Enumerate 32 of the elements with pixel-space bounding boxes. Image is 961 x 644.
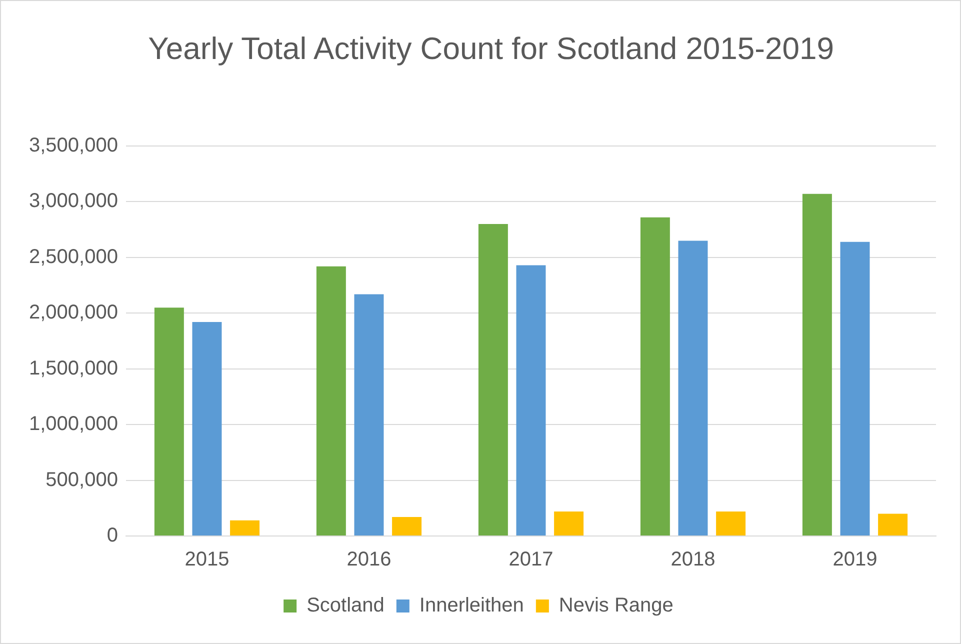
y-tick-label: 1,500,000 [28, 357, 118, 380]
x-tick-label: 2018 [670, 548, 716, 571]
bar [516, 265, 546, 536]
y-tick-label: 3,000,000 [28, 190, 118, 212]
bar [840, 242, 870, 536]
y-tick-label: 3,500,000 [28, 134, 118, 157]
bar [678, 240, 708, 536]
bar [554, 511, 584, 536]
bar [392, 517, 422, 536]
bar [878, 514, 908, 536]
legend-label: Nevis Range [558, 594, 674, 617]
bar [716, 511, 746, 536]
x-tick-label: 2019 [832, 548, 878, 571]
legend-label: Scotland [306, 594, 384, 617]
bar [354, 294, 384, 536]
y-tick-label: 2,500,000 [28, 246, 118, 268]
bar [192, 322, 222, 536]
bar [154, 308, 184, 536]
bar [802, 194, 832, 536]
y-tick-label: 1,000,000 [28, 413, 118, 436]
x-tick-label: 2017 [508, 548, 554, 571]
x-tick-label: 2016 [346, 548, 392, 571]
bar [316, 266, 346, 536]
bar [478, 224, 508, 536]
chart-title: Yearly Total Activity Count for Scotland 2015-2019 [147, 30, 835, 68]
y-tick-label: 0 [106, 524, 118, 547]
y-tick-label: 2,000,000 [28, 302, 118, 324]
y-tick-label: 500,000 [46, 468, 118, 491]
x-tick-label: 2015 [184, 548, 230, 571]
bar [640, 217, 670, 536]
bar [230, 520, 260, 536]
legend-label: Innerleithen [419, 594, 524, 617]
